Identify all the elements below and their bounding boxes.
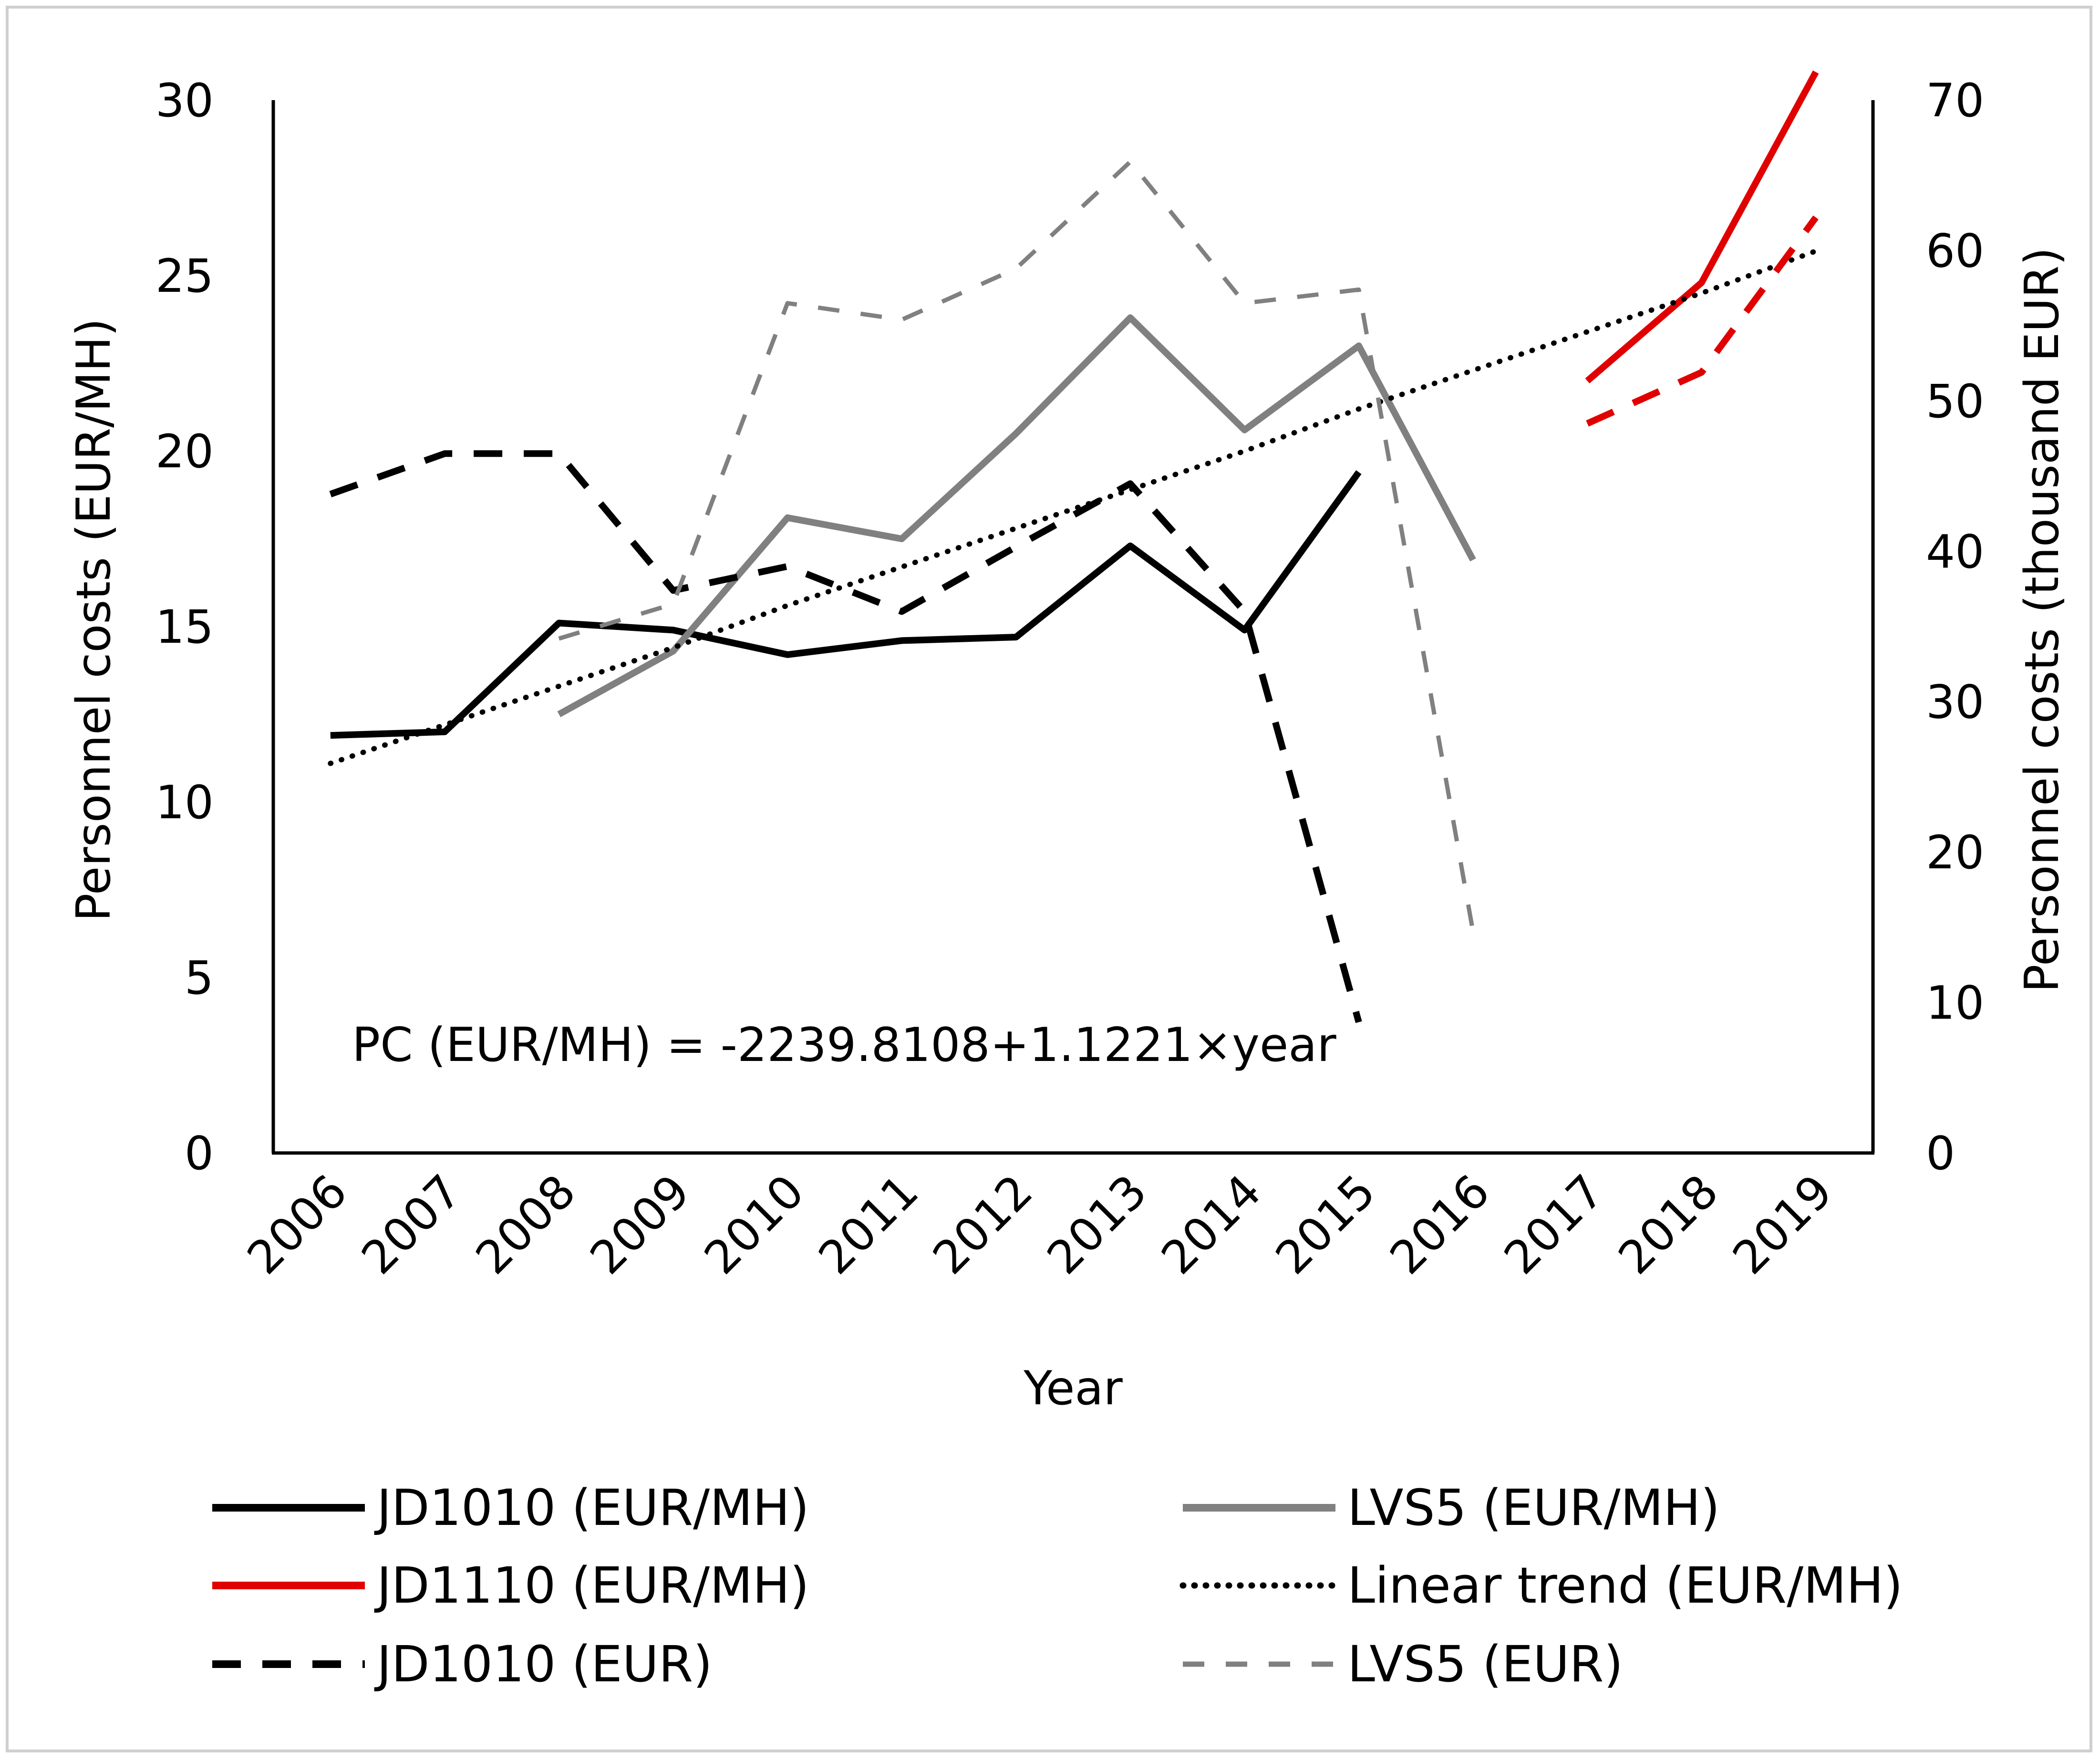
left-y-axis-title: Personnel costs (EUR/MH) — [67, 318, 121, 921]
series-lines — [328, 70, 1819, 1023]
series-line-jd1110-eur — [1586, 215, 1819, 427]
x-tick-2015: 2015 — [1265, 1164, 1386, 1285]
regression-equation: PC (EUR/MH) = -2239.8108+1.1221×year — [352, 1018, 1336, 1072]
legend-label-lvs5-eur: LVS5 (EUR) — [1347, 1635, 1623, 1693]
x-tick-2016: 2016 — [1380, 1164, 1500, 1285]
x-axis-title: Year — [1023, 1361, 1123, 1416]
x-tick-2012: 2012 — [923, 1164, 1043, 1285]
x-tick-2009: 2009 — [580, 1164, 700, 1285]
x-tick-labels: 2006200720082009201020112012201320142015… — [237, 1164, 1842, 1285]
chart-frame — [6, 6, 2092, 1752]
left-y-tick-15: 15 — [155, 600, 214, 654]
x-tick-2017: 2017 — [1494, 1164, 1614, 1285]
x-tick-2007: 2007 — [352, 1164, 472, 1285]
right-y-tick-70: 70 — [1926, 74, 1984, 127]
series-line-jd1110-eur-mh — [1585, 70, 1819, 384]
left-y-tick-20: 20 — [155, 425, 214, 478]
x-tick-2011: 2011 — [808, 1164, 929, 1285]
x-tick-2013: 2013 — [1037, 1164, 1157, 1285]
chart-axes — [271, 100, 1875, 1155]
right-y-axis-title: Personnel costs (thousand EUR) — [2015, 247, 2069, 992]
x-tick-2010: 2010 — [694, 1164, 814, 1285]
series-line-linear-trend-eur-mh — [328, 248, 1819, 766]
legend-label-jd1110-eur-mh: JD1110 (EUR/MH) — [374, 1556, 809, 1615]
right-y-tick-40: 40 — [1926, 525, 1984, 578]
right-y-tick-labels: 0 10 20 30 40 50 60 70 — [1926, 74, 1984, 1180]
left-y-tick-30: 30 — [155, 74, 214, 127]
right-y-tick-30: 30 — [1926, 676, 1984, 729]
right-y-tick-60: 60 — [1926, 224, 1984, 278]
series-line-lvs5-eur — [558, 159, 1475, 933]
x-tick-2006: 2006 — [237, 1164, 357, 1285]
right-y-tick-0: 0 — [1926, 1127, 1955, 1180]
x-tick-2014: 2014 — [1151, 1164, 1272, 1285]
legend-label-jd1010-eur-mh: JD1010 (EUR/MH) — [374, 1479, 809, 1537]
left-y-tick-10: 10 — [155, 776, 214, 829]
x-tick-2008: 2008 — [466, 1164, 586, 1285]
series-line-jd1010-eur-mh — [330, 470, 1362, 739]
right-y-tick-20: 20 — [1926, 826, 1984, 879]
right-y-tick-10: 10 — [1926, 977, 1984, 1030]
series-line-jd1010-eur — [329, 450, 1362, 1023]
x-tick-2019: 2019 — [1723, 1164, 1843, 1285]
right-y-tick-50: 50 — [1926, 375, 1984, 428]
left-y-tick-labels: 0 5 10 15 20 25 30 — [155, 74, 214, 1180]
left-y-tick-25: 25 — [155, 249, 214, 303]
left-y-tick-0: 0 — [185, 1127, 214, 1180]
legend-label-jd1010-eur: JD1010 (EUR) — [374, 1635, 713, 1693]
x-tick-2018: 2018 — [1608, 1164, 1728, 1285]
legend-label-linear-trend-eur-mh: Linear trend (EUR/MH) — [1347, 1556, 1903, 1615]
legend-label-lvs5-eur-mh: LVS5 (EUR/MH) — [1347, 1479, 1720, 1537]
legend: JD1010 (EUR/MH) LVS5 (EUR/MH) JD1110 (EUR/… — [212, 1479, 1903, 1693]
left-y-tick-5: 5 — [185, 951, 214, 1005]
series-line-lvs5-eur-mh — [557, 314, 1476, 718]
